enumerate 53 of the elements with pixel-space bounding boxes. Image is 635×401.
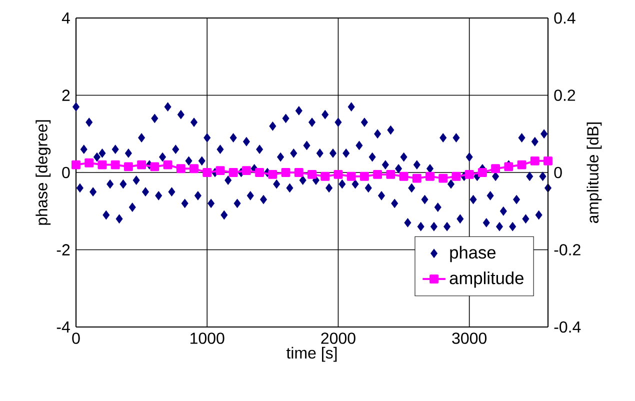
x-tick-label: 1000 — [190, 332, 224, 344]
point — [84, 158, 94, 168]
point — [320, 172, 330, 181]
point — [334, 170, 343, 179]
y-tick-label: 2 — [62, 90, 70, 101]
point — [163, 160, 172, 170]
point — [412, 174, 422, 183]
point — [438, 174, 448, 183]
point — [72, 160, 80, 170]
point — [294, 168, 304, 177]
y-tick-label: 4 — [62, 12, 70, 24]
point — [360, 172, 369, 181]
y-tick-label: -2 — [56, 244, 70, 256]
x-tick-label: 2000 — [321, 332, 356, 344]
x-tick-label: 0 — [72, 332, 80, 344]
point — [517, 160, 526, 170]
y2-tick-label: -0.2 — [554, 244, 580, 256]
y2-tick-label: -0.4 — [554, 321, 581, 333]
point — [544, 156, 552, 166]
y2-tick-label: 0.2 — [554, 90, 576, 101]
y2-tick-label: 0.4 — [554, 12, 576, 24]
point — [228, 168, 238, 177]
point — [150, 162, 160, 172]
point — [110, 160, 120, 170]
point — [386, 170, 396, 179]
point — [98, 160, 107, 170]
y-axis-title: phase [degree] — [36, 120, 51, 225]
point — [124, 162, 133, 172]
point — [190, 164, 198, 174]
point — [478, 168, 487, 177]
legend-label: amplitude — [450, 272, 524, 288]
y-tick-label: 0 — [62, 166, 70, 178]
point — [530, 156, 540, 166]
point — [491, 164, 500, 174]
point — [268, 170, 278, 179]
point — [308, 170, 316, 179]
x-axis-title: time [s] — [286, 346, 337, 362]
point — [373, 170, 382, 179]
point — [281, 168, 290, 177]
point — [452, 172, 461, 181]
point — [176, 164, 186, 174]
y-tick-label: -4 — [56, 322, 70, 333]
point — [399, 172, 408, 181]
x-tick-label: 3000 — [452, 332, 487, 344]
point — [255, 168, 264, 177]
point — [346, 172, 356, 181]
legend-label: phase — [450, 246, 496, 262]
y2-axis-title: amplitude [dB] — [586, 122, 602, 223]
y2-tick-label: 0 — [554, 166, 562, 178]
point — [137, 160, 146, 170]
point — [464, 170, 474, 179]
point — [202, 168, 212, 177]
point — [426, 172, 434, 181]
